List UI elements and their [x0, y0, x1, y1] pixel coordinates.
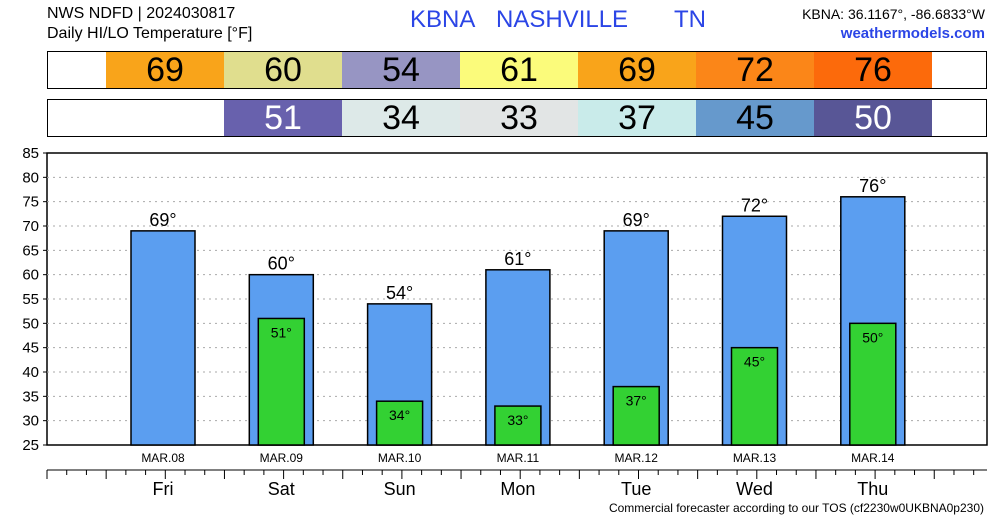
- low-bar: [494, 405, 542, 446]
- y-tick-label: 40: [22, 364, 39, 381]
- y-tick-label: 50: [22, 315, 39, 332]
- day-label: Fri: [153, 479, 174, 499]
- y-tick-label: 60: [22, 267, 39, 284]
- low-bar: [730, 346, 779, 446]
- footer-note: Commercial forecaster according to our T…: [608, 501, 984, 515]
- day-label: Mon: [500, 479, 535, 499]
- station-state: TN: [674, 6, 706, 33]
- header-left: NWS NDFD | 2024030817 Daily HI/LO Temper…: [47, 4, 252, 44]
- day-label: Wed: [736, 479, 773, 499]
- high-value-label: 61°: [504, 249, 531, 269]
- low-value-label: 34°: [389, 407, 410, 423]
- product-line: NWS NDFD | 2024030817: [47, 5, 236, 22]
- y-tick-label: 75: [22, 194, 39, 211]
- station-title: KBNA NASHVILLE TN: [410, 6, 706, 34]
- high-value-label: 69°: [149, 210, 176, 230]
- low-bar: [849, 322, 897, 446]
- high-temp-cell: 69: [106, 51, 224, 89]
- low-bar: [375, 400, 424, 446]
- y-tick-label: 55: [22, 291, 39, 308]
- high-value-label: 69°: [623, 210, 650, 230]
- high-value-label: 60°: [268, 254, 295, 274]
- y-tick-label: 70: [22, 218, 39, 235]
- low-value-label: 33°: [507, 412, 528, 428]
- date-label: MAR.12: [615, 451, 659, 465]
- high-temp-cell: 69: [578, 51, 696, 89]
- y-tick-label: 65: [22, 242, 39, 259]
- high-bar: [130, 230, 196, 446]
- day-label: Sun: [384, 479, 416, 499]
- low-temp-cell: 50: [814, 99, 932, 137]
- low-temp-cell: 33: [460, 99, 578, 137]
- high-value-label: 76°: [859, 176, 886, 196]
- high-value-label: 54°: [386, 283, 413, 303]
- station-coords: KBNA: 36.1167°, -86.6833°W: [802, 6, 985, 22]
- y-tick-label: 25: [22, 437, 39, 454]
- date-label: MAR.11: [497, 451, 540, 465]
- low-temp-cell: 45: [696, 99, 814, 137]
- day-label: Thu: [857, 479, 888, 499]
- high-temp-strip: 69 60 54 61 69 72 76: [47, 51, 987, 89]
- station-id: KBNA: [410, 6, 476, 33]
- y-tick-label: 85: [22, 145, 39, 162]
- high-temp-cell: 61: [460, 51, 578, 89]
- low-bar: [612, 385, 660, 446]
- low-bar: [257, 317, 306, 446]
- high-temp-cell: 76: [814, 51, 932, 89]
- low-temp-cell: [106, 100, 224, 136]
- header-right: KBNA: 36.1167°, -86.6833°W weathermodels…: [802, 4, 985, 44]
- y-tick-label: 80: [22, 169, 39, 186]
- low-value-label: 37°: [626, 393, 647, 409]
- temperature-bar-chart: 25 30 35 40 45 50 55 60 65 70 75 80 85 69° MAR.08 Fri 60…: [22, 145, 988, 499]
- y-tick-label: 35: [22, 388, 39, 405]
- low-temp-cell: 37: [578, 99, 696, 137]
- date-label: MAR.09: [260, 451, 304, 465]
- date-label: MAR.08: [141, 451, 185, 465]
- date-label: MAR.14: [851, 451, 895, 465]
- chart-subtitle: Daily HI/LO Temperature [°F]: [47, 25, 253, 42]
- low-value-label: 50°: [862, 329, 883, 345]
- day-label: Tue: [621, 479, 651, 499]
- date-label: MAR.10: [378, 451, 422, 465]
- date-label: MAR.13: [733, 451, 777, 465]
- low-value-label: 51°: [271, 324, 292, 340]
- y-tick-label: 30: [22, 413, 39, 430]
- high-temp-cell: 72: [696, 51, 814, 89]
- low-value-label: 45°: [744, 354, 765, 370]
- low-temp-cell: 34: [342, 99, 460, 137]
- site-link[interactable]: weathermodels.com: [840, 25, 985, 42]
- low-temp-strip: 51 34 33 37 45 50: [47, 99, 987, 137]
- day-label: Sat: [268, 479, 295, 499]
- high-temp-cell: 54: [342, 51, 460, 89]
- high-temp-cell: 60: [224, 51, 342, 89]
- low-temp-cell: 51: [224, 99, 342, 137]
- y-tick-label: 45: [22, 340, 39, 357]
- high-value-label: 72°: [741, 195, 768, 215]
- station-name: NASHVILLE: [496, 6, 629, 33]
